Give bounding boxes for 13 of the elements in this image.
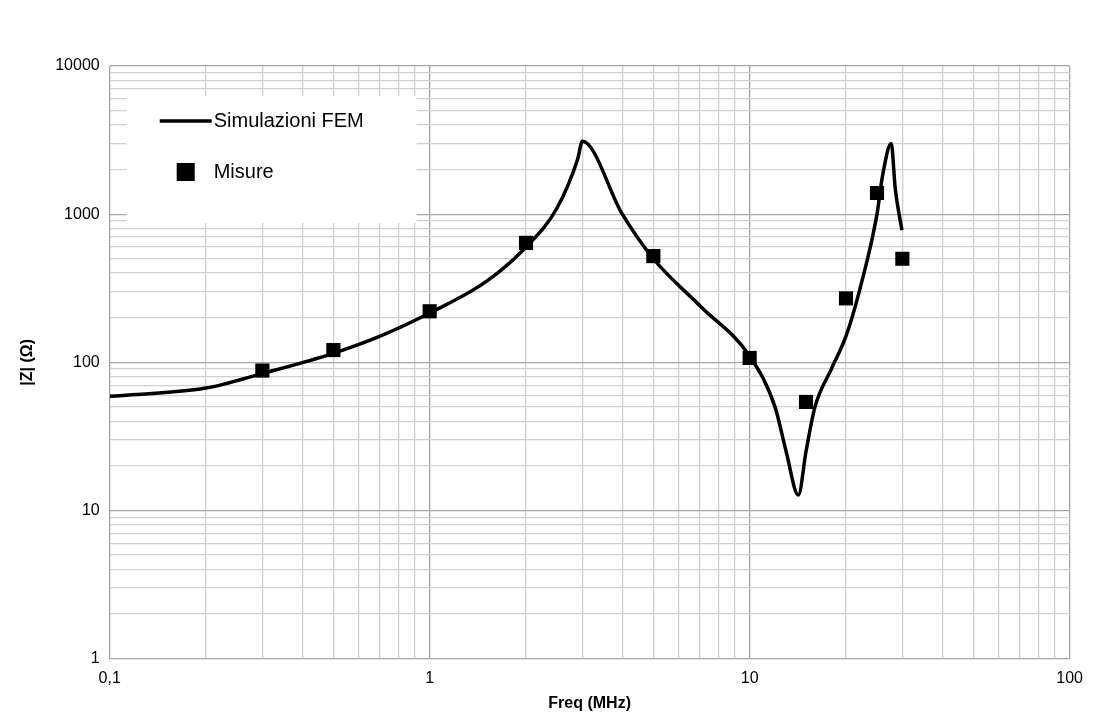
legend-label: Misure	[213, 159, 274, 182]
x-tick-label: 10	[740, 668, 759, 686]
x-tick-label: 100	[1056, 668, 1084, 686]
x-tick-label: 0,1	[98, 668, 121, 686]
y-tick-label: 10	[81, 500, 100, 518]
x-tick-label: 1	[425, 668, 435, 686]
y-tick-label: 1	[90, 649, 100, 667]
y-tick-label: 10000	[55, 56, 100, 74]
y-tick-label: 1000	[64, 204, 100, 222]
legend-label: Simulazioni FEM	[213, 108, 364, 131]
y-tick-label: 100	[72, 352, 100, 370]
y-axis-title: |Z| (Ω)	[18, 338, 36, 386]
x-axis-title: Freq (MHz)	[548, 693, 631, 711]
